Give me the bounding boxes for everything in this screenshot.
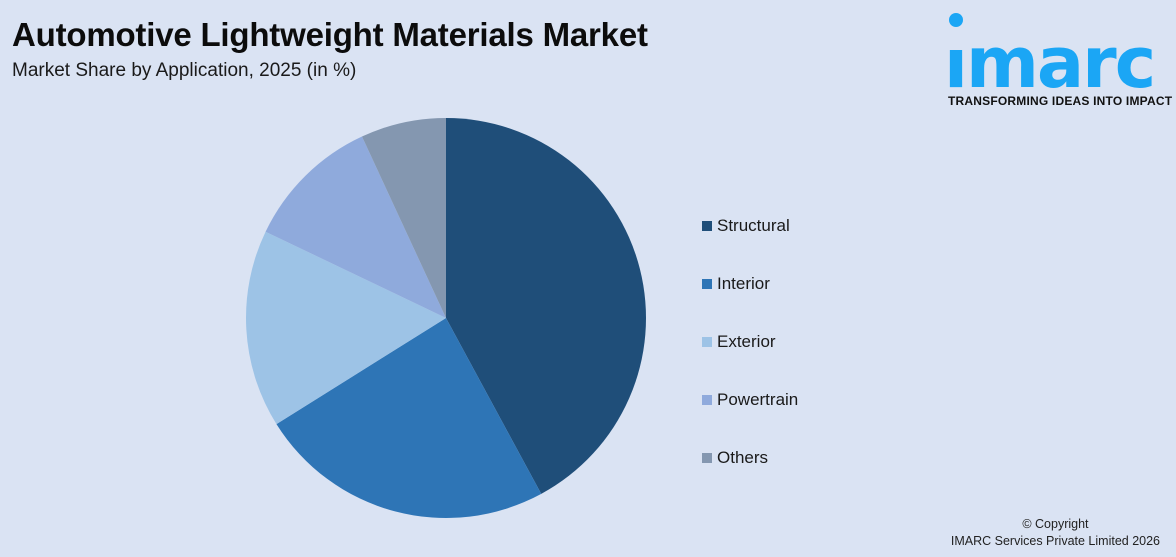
- logo-wordmark: imarc: [944, 22, 1156, 104]
- legend-label: Others: [717, 448, 769, 467]
- legend-item-exterior: Exterior: [702, 332, 798, 352]
- legend-label: Exterior: [717, 332, 776, 351]
- legend-swatch-icon: [702, 337, 712, 347]
- logo-dot-icon: [949, 13, 963, 27]
- legend-label: Powertrain: [717, 390, 799, 409]
- pie-slice-powertrain: [265, 136, 446, 318]
- copyright: © Copyright IMARC Services Private Limit…: [951, 516, 1160, 550]
- legend-swatch-icon: [702, 221, 712, 231]
- legend-item-powertrain: Powertrain: [702, 390, 798, 410]
- legend-item-others: Others: [702, 448, 798, 468]
- copyright-line-1: © Copyright: [1022, 517, 1089, 531]
- legend-swatch-icon: [702, 453, 712, 463]
- pie-slice-structural: [446, 118, 646, 494]
- legend-label: Interior: [717, 274, 770, 293]
- pie-slice-others: [361, 118, 446, 318]
- legend-item-structural: Structural: [702, 216, 798, 236]
- legend-item-interior: Interior: [702, 274, 798, 294]
- copyright-line-2: IMARC Services Private Limited 2026: [950, 534, 1160, 548]
- chart-subtitle: Market Share by Application, 2025 (in %): [12, 60, 357, 81]
- logo-tagline: TRANSFORMING IDEAS INTO IMPACT: [948, 94, 1173, 108]
- chart-legend: Structural Interior Exterior Powertrain Othe…: [702, 216, 798, 506]
- pie-slice-exterior: [246, 231, 446, 425]
- imarc-logo: imarc TRANSFORMING IDEAS INTO IMPACT: [944, 10, 1172, 110]
- legend-swatch-icon: [702, 395, 712, 405]
- logo-i-dot-mask: [947, 32, 967, 50]
- chart-title: Automotive Lightweight Materials Market: [12, 16, 648, 53]
- legend-label: Structural: [717, 216, 790, 235]
- pie-slice-interior: [276, 318, 542, 518]
- legend-swatch-icon: [702, 279, 712, 289]
